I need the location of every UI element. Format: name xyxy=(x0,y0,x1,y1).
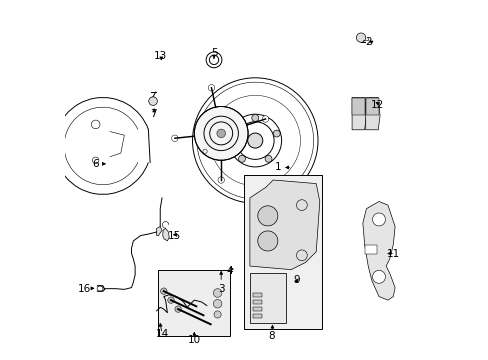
Circle shape xyxy=(167,297,174,303)
Circle shape xyxy=(356,33,365,42)
Circle shape xyxy=(208,85,214,91)
Polygon shape xyxy=(249,180,319,270)
Bar xyxy=(244,175,321,329)
Text: 7: 7 xyxy=(149,109,156,119)
Bar xyxy=(252,300,261,304)
Circle shape xyxy=(247,133,262,148)
Circle shape xyxy=(264,156,271,162)
Text: 12: 12 xyxy=(370,100,383,110)
Circle shape xyxy=(262,116,268,122)
Text: 14: 14 xyxy=(155,329,168,339)
Bar xyxy=(252,315,261,318)
Circle shape xyxy=(213,289,222,297)
Bar xyxy=(365,98,378,116)
Text: 16: 16 xyxy=(78,284,91,294)
Bar xyxy=(252,307,261,311)
Bar xyxy=(351,98,365,116)
Text: 15: 15 xyxy=(167,231,181,240)
Text: 8: 8 xyxy=(267,331,274,341)
Circle shape xyxy=(238,156,245,162)
Circle shape xyxy=(218,177,224,183)
Polygon shape xyxy=(163,228,169,241)
Circle shape xyxy=(257,231,277,251)
Circle shape xyxy=(171,135,178,141)
Circle shape xyxy=(194,107,247,160)
Text: 11: 11 xyxy=(386,248,399,258)
Circle shape xyxy=(230,130,237,137)
Polygon shape xyxy=(156,226,162,235)
Bar xyxy=(249,273,285,323)
Circle shape xyxy=(213,300,222,308)
Circle shape xyxy=(251,114,258,121)
Text: 3: 3 xyxy=(218,284,224,294)
Bar xyxy=(158,270,230,336)
Polygon shape xyxy=(351,98,366,130)
Text: 4: 4 xyxy=(226,266,233,276)
Circle shape xyxy=(217,129,225,138)
Bar xyxy=(364,244,376,253)
Text: 1: 1 xyxy=(275,162,281,172)
Circle shape xyxy=(214,311,221,318)
Circle shape xyxy=(372,270,385,283)
Circle shape xyxy=(372,213,385,226)
Bar xyxy=(252,293,261,297)
Text: 2: 2 xyxy=(364,37,371,47)
Circle shape xyxy=(175,306,181,312)
Circle shape xyxy=(273,130,280,137)
Polygon shape xyxy=(365,98,379,130)
Text: 6: 6 xyxy=(92,159,99,169)
Text: 9: 9 xyxy=(293,275,299,285)
Text: 13: 13 xyxy=(153,51,166,61)
Circle shape xyxy=(160,288,167,294)
Circle shape xyxy=(257,206,277,226)
Text: 10: 10 xyxy=(187,334,201,345)
Circle shape xyxy=(148,97,157,105)
Text: 5: 5 xyxy=(210,48,217,58)
Polygon shape xyxy=(362,202,394,300)
